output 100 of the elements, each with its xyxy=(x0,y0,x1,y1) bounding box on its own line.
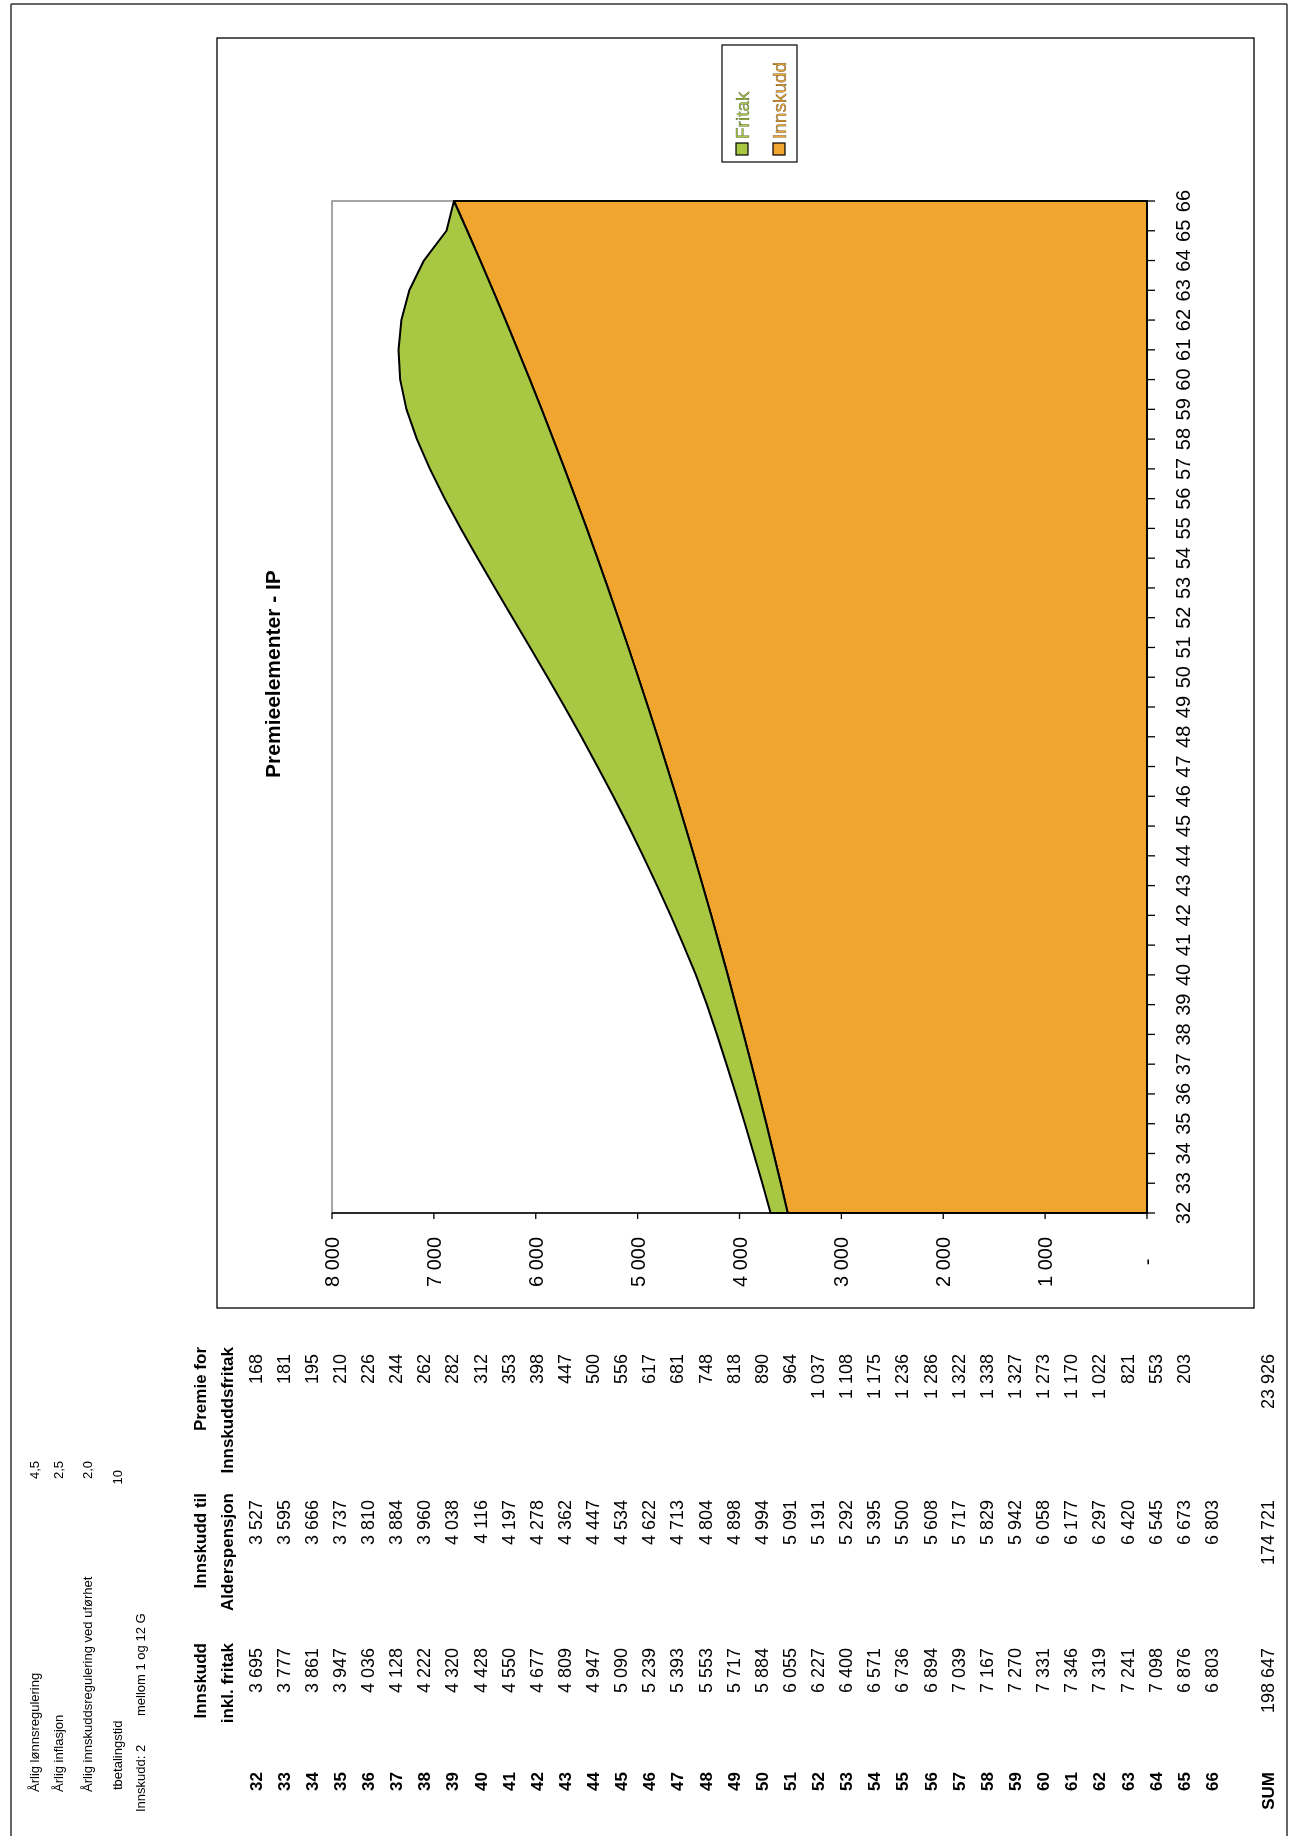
x-tick-label: 60 xyxy=(1034,1772,1054,1791)
x-tick-label: 33 xyxy=(274,1772,294,1791)
data-label: 4 677 xyxy=(526,1648,547,1694)
data-label: 4 447 xyxy=(583,1500,604,1546)
y-tick-label: 48 xyxy=(1172,725,1194,748)
data-label: 7 319 xyxy=(1089,1648,1110,1694)
data-label: 6 420 xyxy=(1117,1500,1138,1546)
y-tick-label: Innskudd til Alderspensjon xyxy=(191,1493,237,1612)
x-tick-label: 64 xyxy=(1146,1771,1166,1791)
data-label: 4 898 xyxy=(723,1500,744,1546)
data-label: 5 239 xyxy=(639,1648,660,1694)
data-label: 6 571 xyxy=(864,1648,885,1694)
x-tick-label: 59 xyxy=(1006,1772,1026,1791)
data-label: 244 xyxy=(386,1354,407,1385)
data-label: 3 777 xyxy=(273,1648,294,1694)
data-label: 1 338 xyxy=(976,1354,997,1400)
data-label: 6 400 xyxy=(836,1648,857,1694)
data-label: 1 170 xyxy=(1061,1354,1082,1400)
x-tick-label: 39 xyxy=(443,1772,463,1791)
y-tick-label: 37 xyxy=(1172,1053,1194,1076)
y-tick-label: 50 xyxy=(1172,666,1194,689)
data-label: 7 098 xyxy=(1145,1648,1166,1694)
data-label: 5 829 xyxy=(976,1500,997,1546)
x-tick-label: 4 000 xyxy=(728,1236,751,1288)
data-label: 5 393 xyxy=(667,1648,688,1694)
data-label: 5 717 xyxy=(948,1500,969,1546)
x-tick-label: 62 xyxy=(1090,1772,1110,1791)
y-tick-label: 60 xyxy=(1172,368,1194,391)
data-label: 1 108 xyxy=(836,1354,857,1400)
x-tick-label: 53 xyxy=(837,1772,857,1791)
x-tick-label: 44 xyxy=(584,1771,604,1791)
x-tick-label: 35 xyxy=(330,1772,350,1791)
data-label: 3 666 xyxy=(301,1500,322,1546)
data-label: 7 039 xyxy=(948,1648,969,1694)
y-tick-label: 58 xyxy=(1172,427,1194,451)
data-label: 4 947 xyxy=(583,1648,604,1694)
x-tick-label: 32 xyxy=(246,1772,266,1791)
data-label: 4 222 xyxy=(414,1648,435,1694)
data-label: 556 xyxy=(611,1354,632,1385)
y-tick-label: 56 xyxy=(1172,487,1194,510)
y-tick-label: 44 xyxy=(1172,844,1194,867)
data-label: 7 167 xyxy=(976,1648,997,1694)
y-tick-label: 32 xyxy=(1172,1201,1194,1225)
x-tick-label: 36 xyxy=(359,1772,379,1791)
x-tick-label: 46 xyxy=(640,1772,660,1791)
data-label: 4 197 xyxy=(498,1500,519,1546)
data-label: 7 270 xyxy=(1005,1648,1026,1694)
y-tick-label: 55 xyxy=(1172,517,1194,540)
y-tick-label: 62 xyxy=(1172,308,1194,332)
y-tick-label: 35 xyxy=(1172,1112,1194,1135)
data-label: 553 xyxy=(1145,1354,1166,1385)
x-tick-label: 40 xyxy=(471,1772,491,1791)
y-tick-label: 45 xyxy=(1172,814,1194,838)
x-tick-label: 47 xyxy=(668,1772,688,1791)
y-tick-label: 34 xyxy=(1172,1142,1194,1165)
y-tick-label: 38 xyxy=(1172,1023,1194,1046)
data-label: 312 xyxy=(470,1354,491,1385)
data-label: 4 804 xyxy=(695,1500,716,1546)
y-tick-label: Innskudd inkl. fritak xyxy=(191,1642,237,1724)
y-tick-label: 47 xyxy=(1172,755,1194,778)
data-label: 4 278 xyxy=(526,1500,547,1546)
y-tick-label: 42 xyxy=(1172,904,1194,927)
data-label: 195 xyxy=(301,1354,322,1385)
text: tbetalingstid xyxy=(110,1720,125,1790)
y-tick-label: 63 xyxy=(1172,279,1194,302)
data-label: 4 713 xyxy=(667,1500,688,1546)
text: Årlig lønnsregulering xyxy=(27,1672,42,1792)
data-label: 4 534 xyxy=(611,1500,632,1546)
data-label: 6 545 xyxy=(1145,1500,1166,1546)
data-label: 1 322 xyxy=(948,1354,969,1400)
data-label: 5 090 xyxy=(611,1648,632,1694)
y-tick-label: 59 xyxy=(1172,398,1194,421)
data-label: 4 809 xyxy=(554,1648,575,1694)
text: Innskudd: 2 xyxy=(133,1744,148,1812)
data-label: 3 861 xyxy=(301,1648,322,1694)
x-tick-label: 37 xyxy=(387,1772,407,1791)
data-label: 1 327 xyxy=(1005,1354,1026,1400)
x-tick-label: 2 000 xyxy=(932,1236,955,1288)
x-tick-label: 6 000 xyxy=(524,1236,547,1288)
text: mellom 1 og 12 G xyxy=(133,1613,148,1716)
data-label: 4 116 xyxy=(470,1500,491,1544)
data-label: 6 177 xyxy=(1061,1500,1082,1546)
x-tick-label: 48 xyxy=(696,1772,716,1791)
y-tick-label: 39 xyxy=(1172,993,1194,1016)
text: 2,5 xyxy=(51,1461,66,1480)
data-label: 1 175 xyxy=(864,1354,885,1400)
y-tick-label: 36 xyxy=(1172,1082,1194,1106)
data-label: 398 xyxy=(526,1354,547,1385)
y-tick-label: 61 xyxy=(1172,338,1194,361)
data-label: 1 286 xyxy=(920,1354,941,1400)
x-tick-label: 61 xyxy=(1062,1772,1082,1791)
data-label: 3 810 xyxy=(358,1500,379,1546)
x-tick-label: 42 xyxy=(527,1772,547,1791)
x-tick-label: - xyxy=(1136,1258,1158,1266)
data-label: 6 055 xyxy=(779,1648,800,1694)
text: 2,0 xyxy=(80,1461,95,1480)
x-tick-label: 1 000 xyxy=(1034,1236,1057,1288)
y-tick-label: 33 xyxy=(1172,1172,1194,1195)
data-label: 5 717 xyxy=(723,1648,744,1694)
data-label: 890 xyxy=(751,1354,772,1385)
